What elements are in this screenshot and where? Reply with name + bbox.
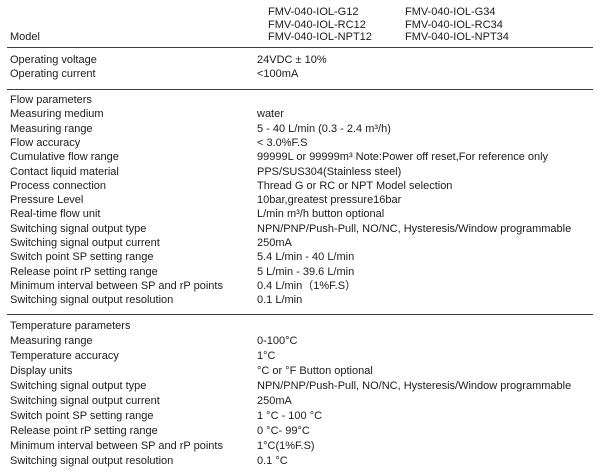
spec-row: Minimum interval between SP and rP point… xyxy=(7,439,593,454)
spec-label: Operating voltage xyxy=(10,54,97,67)
spec-value: °C or °F Button optional xyxy=(257,364,373,377)
spec-row: Switch point SP setting range 5.4 L/min … xyxy=(7,250,593,264)
spec-row: Measuring range 5 - 40 L/min (0.3 - 2.4 … xyxy=(7,122,593,136)
flow-parameters-section: Flow parameters Measuring medium water M… xyxy=(7,90,593,315)
spec-label: Switching signal output current xyxy=(10,394,160,407)
spec-label: Switching signal output type xyxy=(10,222,147,235)
spec-row: Switching signal output current 250mA xyxy=(7,236,593,250)
temperature-rows: Measuring range 0-100°C Temperature accu… xyxy=(7,334,593,469)
model-name: FMV-040-IOL-NPT12 xyxy=(268,31,372,44)
spec-label: Switch point SP setting range xyxy=(10,251,154,264)
spec-label: Switching signal output resolution xyxy=(10,454,174,467)
model-header-section: Model FMV-040-IOL-G12 FMV-040-IOL-RC12 F… xyxy=(7,0,593,49)
spec-row: Pressure Level 10bar,greatest pressure16… xyxy=(7,193,593,207)
spec-label: Minimum interval between SP and rP point… xyxy=(10,439,223,452)
power-rows: Operating voltage 24VDC ± 10% Operating … xyxy=(7,53,593,81)
spec-value: 1 °C - 100 °C xyxy=(257,409,323,422)
spec-label: Switch point SP setting range xyxy=(10,409,154,422)
model-name: FMV-040-IOL-G34 xyxy=(405,6,496,18)
spec-row: Switching signal output resolution 0.1 L… xyxy=(7,293,593,307)
spec-label: Switching signal output resolution xyxy=(10,294,174,307)
spec-label: Measuring range xyxy=(10,334,93,347)
spec-value: Thread G or RC or NPT Model selection xyxy=(257,179,453,192)
spec-label: Release point rP setting range xyxy=(10,265,158,278)
model-label: Model xyxy=(10,31,40,44)
spec-value: <100mA xyxy=(257,68,299,81)
spec-value: NPN/PNP/Push-Pull, NO/NC, Hysteresis/Win… xyxy=(257,222,572,235)
spec-value: 250mA xyxy=(257,394,292,407)
spec-label: Process connection xyxy=(10,179,106,192)
spec-row: Switching signal output type NPN/PNP/Pus… xyxy=(7,222,593,236)
spec-value: 0-100°C xyxy=(257,334,298,347)
spec-value: 5 L/min - 39.6 L/min xyxy=(257,265,355,278)
flow-rows: Measuring medium water Measuring range 5… xyxy=(7,107,593,307)
spec-value: 1°C(1%F.S) xyxy=(257,439,315,452)
model-name: FMV-040-IOL-RC12 xyxy=(268,18,366,31)
spec-value: 99999L or 99999m³ Note:Power off reset,F… xyxy=(257,151,549,164)
model-list: FMV-040-IOL-G12 FMV-040-IOL-RC12 FMV-040… xyxy=(257,6,542,44)
power-section: Operating voltage 24VDC ± 10% Operating … xyxy=(7,48,593,91)
spec-row: Switching signal output current 250mA xyxy=(7,394,593,409)
spec-label: Measuring range xyxy=(10,122,93,135)
spec-label: Minimum interval between SP and rP point… xyxy=(10,279,223,292)
spec-row: Switch point SP setting range 1 °C - 100… xyxy=(7,409,593,424)
spec-row: Release point rP setting range 0 °C- 99°… xyxy=(7,424,593,439)
spec-value: 24VDC ± 10% xyxy=(257,54,327,67)
flow-section-title: Flow parameters xyxy=(10,94,92,107)
model-name: FMV-040-IOL-G12 xyxy=(268,6,359,18)
spec-row: Switching signal output type NPN/PNP/Pus… xyxy=(7,379,593,394)
temperature-parameters-section: Temperature parameters Measuring range 0… xyxy=(7,315,593,469)
model-name: FMV-040-IOL-RC34 xyxy=(405,18,503,31)
spec-row: Operating voltage 24VDC ± 10% xyxy=(7,53,593,67)
spec-row: Release point rP setting range 5 L/min -… xyxy=(7,265,593,279)
spec-row: Real-time flow unit L/min m³/h button op… xyxy=(7,207,593,221)
spec-label: Measuring medium xyxy=(10,108,104,121)
spec-value: NPN/PNP/Push-Pull, NO/NC, Hysteresis/Win… xyxy=(257,379,572,392)
spec-value: < 3.0%F.S xyxy=(257,137,308,149)
spec-label: Switching signal output type xyxy=(10,379,147,392)
model-name: FMV-040-IOL-NPT34 xyxy=(405,31,509,44)
spec-label: Release point rP setting range xyxy=(10,424,158,437)
spec-value: 250mA xyxy=(257,237,292,250)
spec-value: 5.4 L/min - 40 L/min xyxy=(257,251,355,264)
spec-value: 0.4 L/min（1%F.S） xyxy=(257,279,357,292)
spec-label: Cumulative flow range xyxy=(10,151,119,164)
spec-label: Real-time flow unit xyxy=(10,208,101,221)
spec-row: Contact liquid material PPS/SUS304(Stain… xyxy=(7,165,593,179)
spec-value: 5 - 40 L/min (0.3 - 2.4 m³/h) xyxy=(257,122,391,135)
spec-value: 0.1 °C xyxy=(257,454,288,467)
model-column-1: FMV-040-IOL-G12 FMV-040-IOL-RC12 FMV-040… xyxy=(268,6,405,44)
spec-row: Display units °C or °F Button optional xyxy=(7,364,593,379)
spec-row: Flow accuracy < 3.0%F.S xyxy=(7,136,593,150)
spec-value: PPS/SUS304(Stainless steel) xyxy=(257,165,402,178)
spec-row: Process connection Thread G or RC or NPT… xyxy=(7,179,593,193)
spec-label: Display units xyxy=(10,364,73,377)
spec-label: Flow accuracy xyxy=(10,137,81,149)
spec-label: Temperature accuracy xyxy=(10,349,119,362)
spec-row: Measuring range 0-100°C xyxy=(7,334,593,349)
spec-label: Pressure Level xyxy=(10,194,84,207)
spec-row: Minimum interval between SP and rP point… xyxy=(7,279,593,293)
spec-row: Temperature accuracy 1°C xyxy=(7,349,593,364)
spec-value: 10bar,greatest pressure16bar xyxy=(257,194,402,207)
spec-row: Measuring medium water xyxy=(7,107,593,121)
spec-row: Switching signal output resolution 0.1 °… xyxy=(7,454,593,469)
spec-row: Cumulative flow range 99999L or 99999m³ … xyxy=(7,150,593,164)
spec-row: Operating current <100mA xyxy=(7,67,593,81)
spec-label: Operating current xyxy=(10,68,96,81)
spec-label: Contact liquid material xyxy=(10,165,119,178)
spec-value: 0.1 L/min xyxy=(257,294,303,307)
model-column-2: FMV-040-IOL-G34 FMV-040-IOL-RC34 FMV-040… xyxy=(405,6,542,44)
spec-label: Switching signal output current xyxy=(10,237,160,250)
spec-value: water xyxy=(257,108,284,121)
spec-value: 1°C xyxy=(257,349,276,362)
spec-value: L/min m³/h button optional xyxy=(257,208,385,221)
temperature-section-title: Temperature parameters xyxy=(10,319,131,332)
spec-value: 0 °C- 99°C xyxy=(257,424,310,437)
